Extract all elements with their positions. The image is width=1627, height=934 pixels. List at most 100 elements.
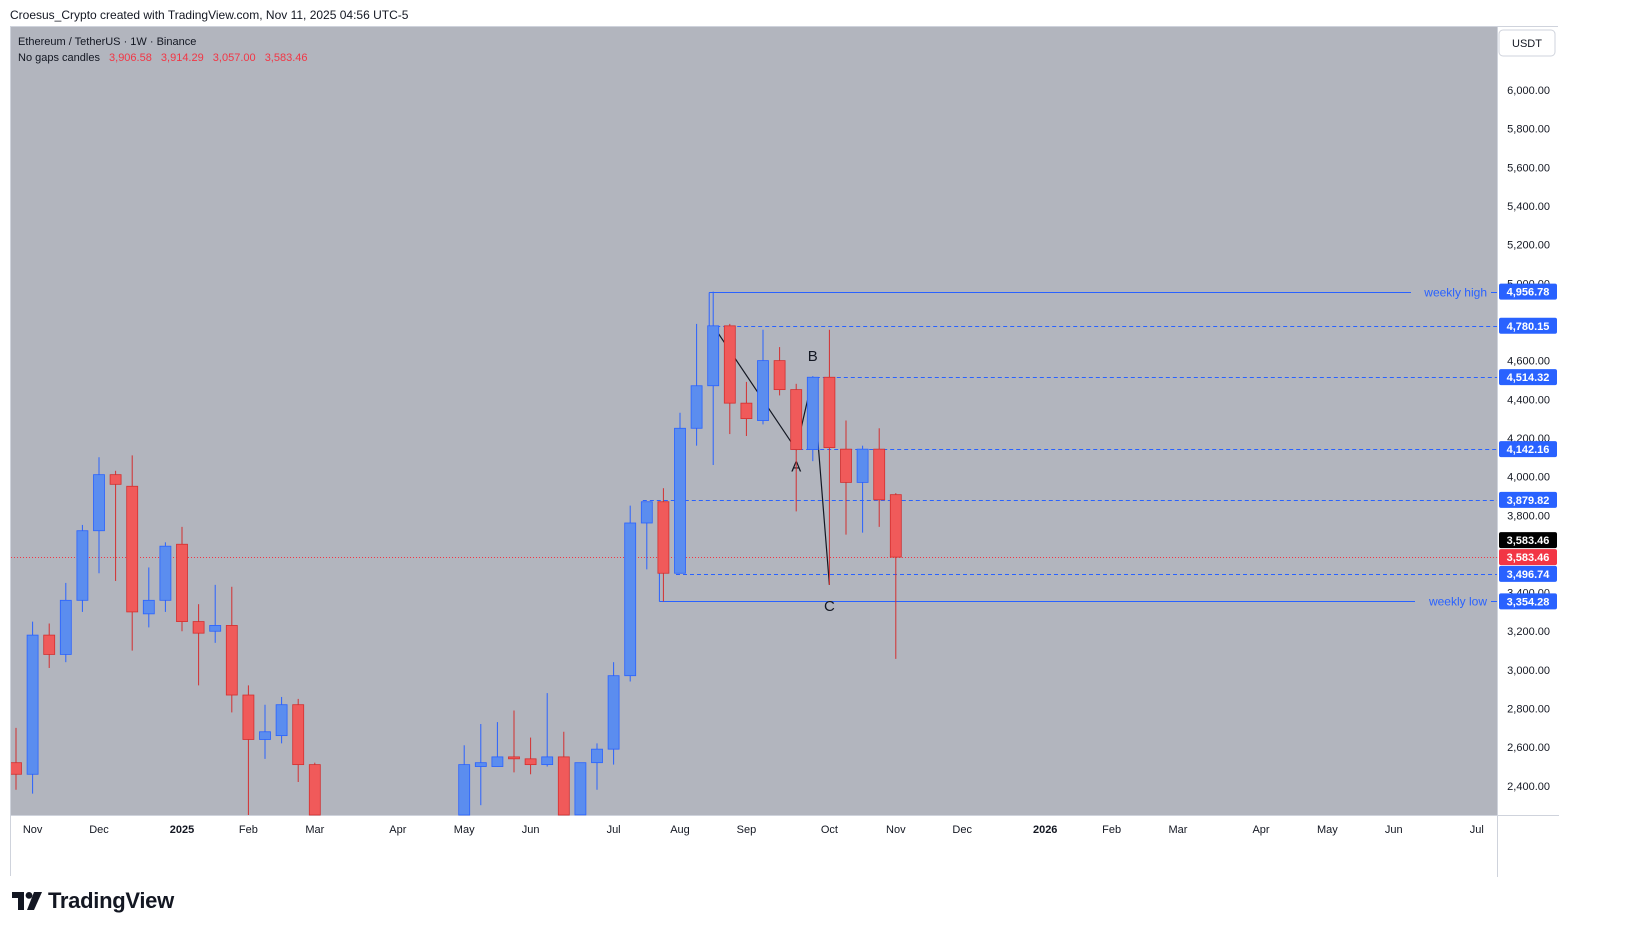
y-tick-label: 2,800.00 bbox=[1507, 704, 1550, 716]
candle-body bbox=[674, 427, 686, 574]
candle-body bbox=[690, 385, 703, 429]
level-price-badge-text: 3,879.82 bbox=[1507, 495, 1550, 507]
candle bbox=[76, 524, 89, 612]
weekly-high-text: weekly high bbox=[1423, 286, 1487, 300]
level-price-badge-bg bbox=[1499, 565, 1557, 582]
x-tick-label: May bbox=[454, 824, 475, 836]
last-price-badge-text: 3,583.46 bbox=[1507, 552, 1550, 564]
level-price-badge-bg bbox=[1499, 369, 1557, 386]
x-tick-label: Feb bbox=[1102, 824, 1121, 836]
candle bbox=[873, 428, 886, 527]
y-tick-label: 5,800.00 bbox=[1507, 124, 1550, 136]
x-tick-label: Aug bbox=[670, 824, 690, 836]
y-tick-label: 2,600.00 bbox=[1507, 742, 1550, 754]
currency-button[interactable]: USDT bbox=[1498, 29, 1556, 57]
candle bbox=[126, 455, 139, 651]
candle-body bbox=[10, 762, 22, 775]
candle bbox=[790, 383, 803, 512]
tradingview-brand[interactable]: TradingView bbox=[12, 888, 174, 914]
candle-body bbox=[607, 675, 620, 750]
candle bbox=[292, 698, 305, 783]
candle-body bbox=[524, 758, 537, 766]
last-price-badge: 3,583.46 bbox=[1499, 549, 1557, 566]
candle bbox=[93, 457, 105, 574]
abc-path bbox=[712, 325, 830, 585]
candle bbox=[259, 704, 271, 759]
candle bbox=[773, 347, 786, 396]
candle bbox=[806, 376, 819, 462]
candle-body bbox=[109, 474, 122, 485]
tradingview-logo-icon bbox=[12, 892, 42, 910]
y-tick-label: 2,400.00 bbox=[1507, 781, 1550, 793]
level-price-badge-bg bbox=[1499, 593, 1557, 610]
candle-body bbox=[790, 389, 803, 450]
level-price-badge: 4,514.32 bbox=[1499, 369, 1557, 386]
x-tick-label: 2026 bbox=[1033, 824, 1057, 836]
candle bbox=[59, 582, 72, 663]
legend-open: 3,906.58 bbox=[109, 52, 152, 64]
candle bbox=[740, 381, 753, 437]
candle-body bbox=[574, 762, 587, 816]
level-price-badge: 3,879.82 bbox=[1499, 491, 1557, 508]
candle-body bbox=[889, 494, 902, 558]
candle-body bbox=[624, 522, 637, 677]
x-tick-label: Dec bbox=[89, 824, 109, 836]
candle-body bbox=[740, 402, 753, 420]
candle bbox=[474, 724, 487, 806]
x-tick-label: Nov bbox=[886, 824, 906, 836]
candle bbox=[142, 567, 155, 628]
candle-body bbox=[275, 704, 288, 737]
level-price-badge-text: 4,514.32 bbox=[1507, 372, 1550, 384]
time-axis-ticks: Nov Dec 2025 Feb Mar Apr May Jun Jul Aug Sep Oct Nov… bbox=[23, 824, 1484, 836]
attribution-text: Croesus_Crypto created with TradingView.… bbox=[10, 8, 409, 22]
level-price-badge-text: 4,956.78 bbox=[1507, 287, 1550, 299]
candle-body bbox=[126, 485, 139, 613]
candle bbox=[491, 722, 504, 767]
legend-close: 3,583.46 bbox=[265, 52, 308, 64]
candle-body bbox=[76, 530, 89, 601]
candle bbox=[508, 710, 520, 773]
candle-body bbox=[159, 545, 172, 601]
x-tick-label: Apr bbox=[389, 824, 406, 836]
candle-body bbox=[209, 625, 222, 632]
level-price-badge: 4,780.15 bbox=[1499, 317, 1557, 334]
legend-high: 3,914.29 bbox=[161, 52, 204, 64]
level-price-badge-bg bbox=[1499, 283, 1557, 300]
x-tick-label: Apr bbox=[1252, 824, 1269, 836]
level-price-badge-text: 3,496.74 bbox=[1507, 569, 1551, 581]
x-tick-label: 2025 bbox=[170, 824, 194, 836]
y-tick-label: 5,200.00 bbox=[1507, 240, 1550, 252]
x-tick-label: May bbox=[1317, 824, 1338, 836]
x-tick-label: Jun bbox=[1385, 824, 1403, 836]
legend-title: Ethereum / TetherUS · 1W · Binance bbox=[18, 36, 196, 48]
candle-body bbox=[308, 764, 321, 816]
x-tick-label: Jun bbox=[522, 824, 540, 836]
y-tick-label: 3,800.00 bbox=[1507, 510, 1550, 522]
price-axis-ticks: 2,400.00 2,600.00 2,800.00 3,000.00 3,200.00… bbox=[1507, 85, 1550, 793]
level-price-badge: 4,142.16 bbox=[1499, 441, 1557, 458]
candle bbox=[840, 420, 852, 535]
candle-body bbox=[823, 376, 836, 449]
level-price-badge-bg bbox=[1499, 441, 1557, 458]
weekly-low-text: weekly low bbox=[1428, 595, 1487, 609]
candle-body bbox=[176, 543, 188, 622]
x-tick-label: Feb bbox=[239, 824, 258, 836]
candle bbox=[159, 542, 172, 612]
level-price-badge: 4,956.78 bbox=[1499, 283, 1557, 300]
y-tick-label: 4,400.00 bbox=[1507, 394, 1550, 406]
candle bbox=[192, 604, 205, 686]
y-tick-label: 5,600.00 bbox=[1507, 162, 1550, 174]
candle bbox=[607, 662, 620, 765]
candle-body bbox=[541, 756, 554, 766]
candle bbox=[757, 329, 769, 425]
y-tick-label: 5,400.00 bbox=[1507, 201, 1550, 213]
x-tick-label: Jul bbox=[1470, 824, 1484, 836]
candle-body bbox=[59, 599, 72, 655]
level-price-badge-bg bbox=[1499, 317, 1557, 334]
candle bbox=[26, 621, 39, 794]
candle bbox=[856, 445, 869, 533]
candle-body bbox=[26, 634, 39, 775]
candle-body bbox=[292, 704, 305, 766]
